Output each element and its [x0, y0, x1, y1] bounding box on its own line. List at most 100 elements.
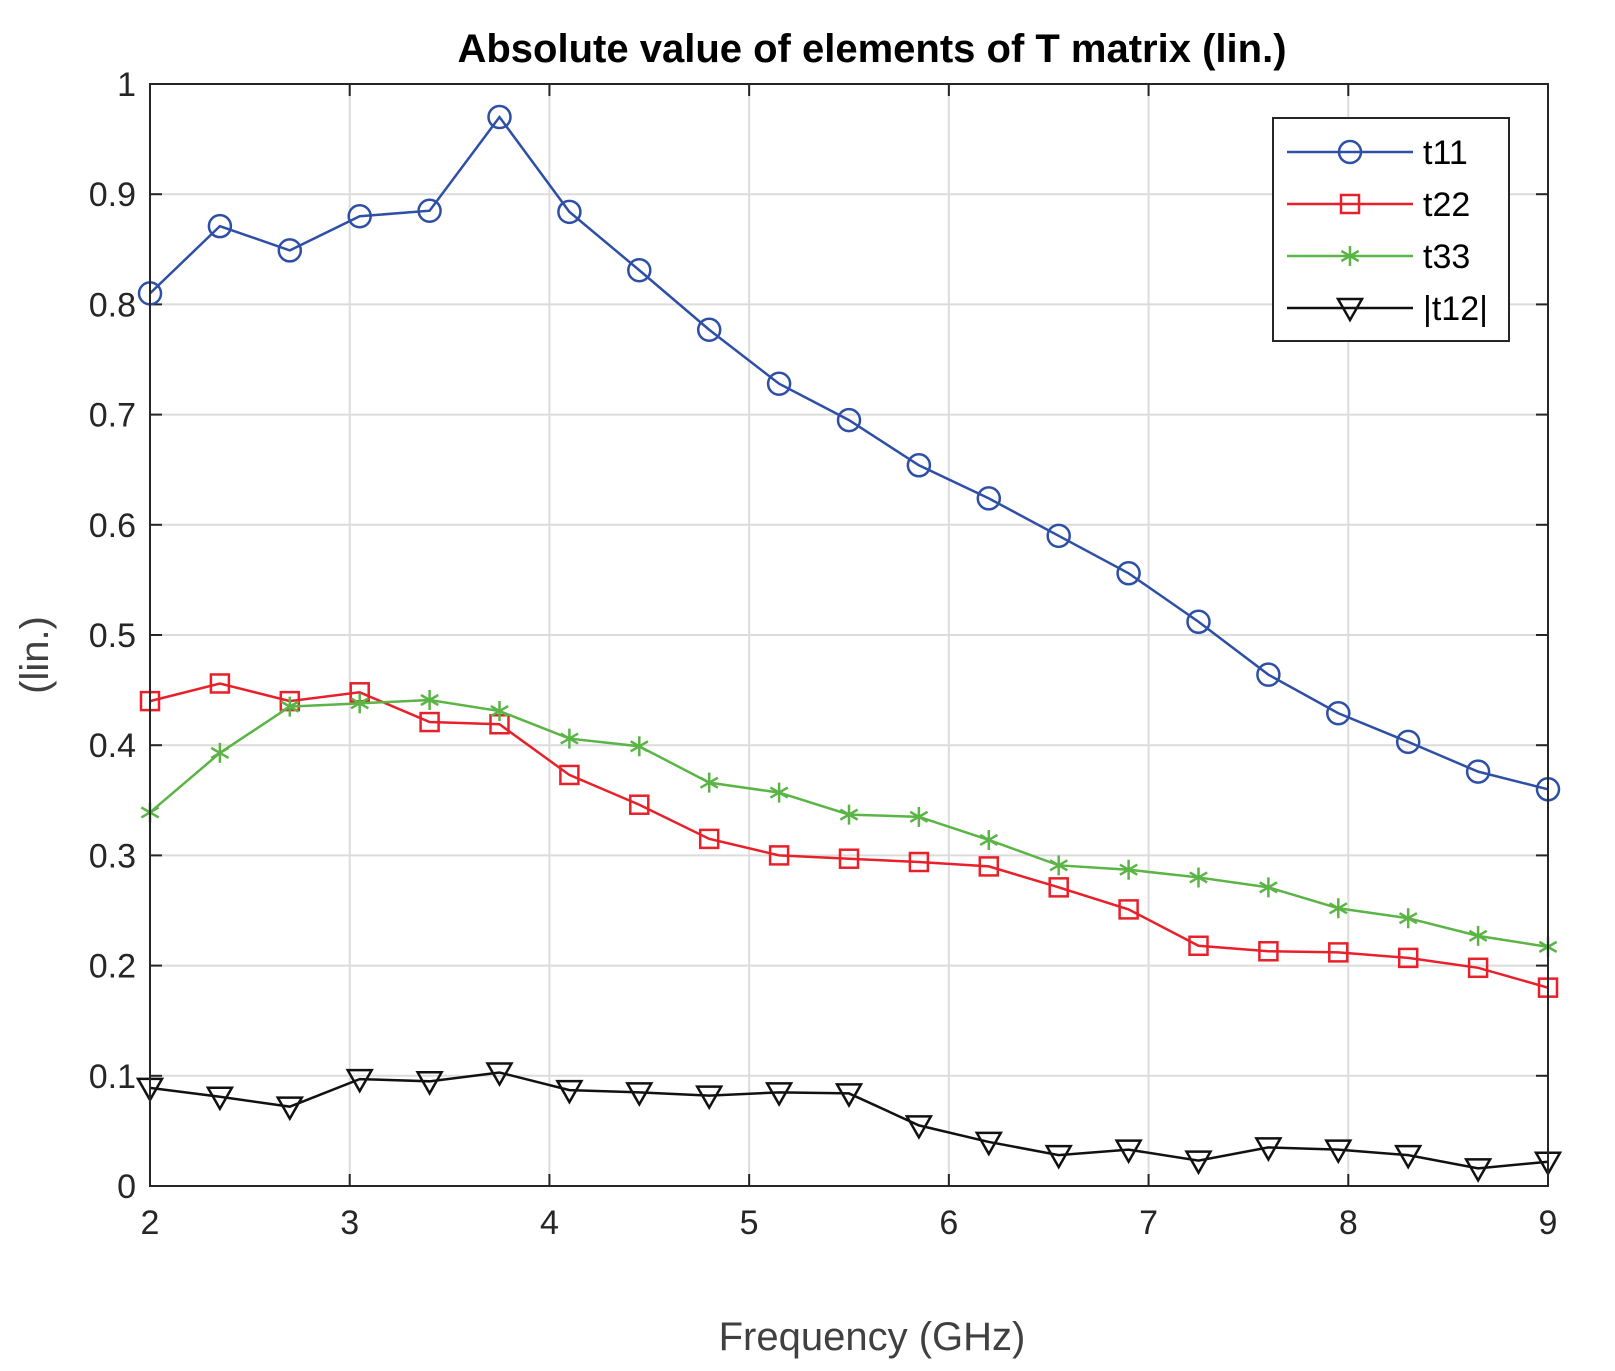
data-point: [1188, 935, 1209, 957]
y-tick-label: 0.2: [89, 948, 136, 986]
series-3: [140, 690, 1558, 957]
legend-label: t22: [1423, 186, 1470, 224]
data-point: [1329, 898, 1348, 919]
data-point: [487, 104, 512, 130]
data-point: [699, 772, 719, 793]
data-point: [1468, 925, 1488, 946]
y-tick-label: 0.3: [89, 837, 136, 875]
data-point: [1398, 908, 1418, 929]
x-axis-label: Frequency (GHz): [719, 1315, 1026, 1359]
data-point: [768, 845, 790, 866]
data-point: [625, 1082, 654, 1107]
series-4: [135, 1062, 1563, 1183]
data-point: [210, 742, 230, 763]
data-point: [1256, 662, 1281, 687]
x-tick-label: 2: [141, 1204, 160, 1242]
series-1: [137, 104, 1561, 802]
data-point: [769, 782, 789, 803]
y-tick-label: 0.9: [89, 176, 136, 214]
data-point: [350, 693, 369, 714]
x-tick-label: 3: [340, 1204, 359, 1242]
legend-entry: t11: [1287, 134, 1468, 172]
x-tick-label: 7: [1139, 1204, 1158, 1242]
legend-entry: t33: [1287, 238, 1470, 276]
data-point: [280, 696, 300, 717]
x-tick-label: 4: [540, 1204, 559, 1242]
data-point: [976, 486, 1002, 511]
data-point: [1116, 561, 1141, 586]
data-point: [419, 711, 440, 733]
data-point: [978, 856, 1000, 877]
y-tick-label: 0: [117, 1168, 136, 1206]
data-point: [1467, 957, 1489, 979]
data-point: [485, 1062, 514, 1088]
y-tick-label: 0.4: [89, 727, 136, 765]
series-line: [149, 682, 1549, 989]
data-point: [839, 804, 859, 825]
data-point: [1463, 1158, 1493, 1183]
legend-entry: |t12|: [1287, 290, 1488, 328]
data-point: [974, 1131, 1003, 1157]
x-tick-label: 6: [939, 1204, 958, 1242]
data-point: [627, 257, 652, 283]
legend-entry: t22: [1287, 186, 1470, 224]
data-point: [345, 1068, 374, 1094]
data-point: [1328, 942, 1349, 963]
data-point: [420, 690, 439, 711]
data-point: [696, 317, 722, 342]
y-tick-label: 1: [117, 66, 136, 104]
plot-series: [135, 104, 1563, 1183]
data-point: [630, 736, 649, 757]
data-point: [1465, 759, 1491, 784]
plot-frame: [149, 83, 1549, 1187]
legend-marker: [1339, 193, 1361, 215]
data-point: [909, 806, 929, 827]
series-line: [149, 114, 1549, 791]
data-point: [490, 701, 509, 722]
data-point: [764, 1082, 794, 1107]
y-tick-label: 0.1: [89, 1058, 136, 1096]
data-point: [1044, 1144, 1073, 1170]
data-point: [1189, 867, 1208, 888]
data-point: [277, 238, 303, 263]
data-point: [1326, 700, 1351, 726]
data-point: [207, 213, 233, 239]
data-point: [275, 1096, 304, 1122]
data-point: [347, 203, 372, 229]
data-point: [838, 848, 860, 869]
x-tick-label: 5: [740, 1204, 759, 1242]
data-point: [1184, 1150, 1213, 1176]
data-point: [766, 371, 792, 396]
legend-marker: [1337, 139, 1363, 165]
x-tick-label: 9: [1539, 1204, 1558, 1242]
tick-labels: 2 3 4 5 6 7 8 9 0 0.1 0.2 0.3 0.4 0.5 0.6 0.7 0.8 0.9 1: [89, 66, 1558, 1242]
y-axis-label: (lin.): [13, 616, 57, 694]
data-point: [1258, 941, 1279, 962]
chart-title: Absolute value of elements of T matrix (…: [457, 27, 1286, 71]
data-point: [205, 1086, 235, 1112]
data-point: [560, 728, 579, 749]
x-tick-label: 8: [1339, 1204, 1358, 1242]
legend-label: t11: [1423, 134, 1468, 172]
data-point: [908, 851, 930, 873]
data-point: [555, 1079, 584, 1105]
data-point: [904, 1115, 934, 1140]
data-point: [629, 794, 650, 815]
data-point: [1324, 1139, 1353, 1165]
data-point: [1114, 1139, 1143, 1165]
y-tick-label: 0.7: [89, 397, 136, 435]
data-point: [698, 828, 720, 850]
data-point: [1118, 899, 1139, 920]
data-point: [1394, 1144, 1423, 1170]
data-point: [1186, 609, 1211, 635]
data-point: [1119, 859, 1138, 880]
data-point: [1254, 1137, 1283, 1162]
data-point: [415, 1071, 444, 1096]
data-point: [1397, 947, 1419, 969]
y-tick-label: 0.5: [89, 617, 136, 655]
data-point: [1048, 877, 1069, 898]
legend-label: t33: [1423, 238, 1470, 276]
y-tick-label: 0.6: [89, 507, 136, 545]
legend: t11 t22 t33 |t12|: [1272, 117, 1510, 342]
